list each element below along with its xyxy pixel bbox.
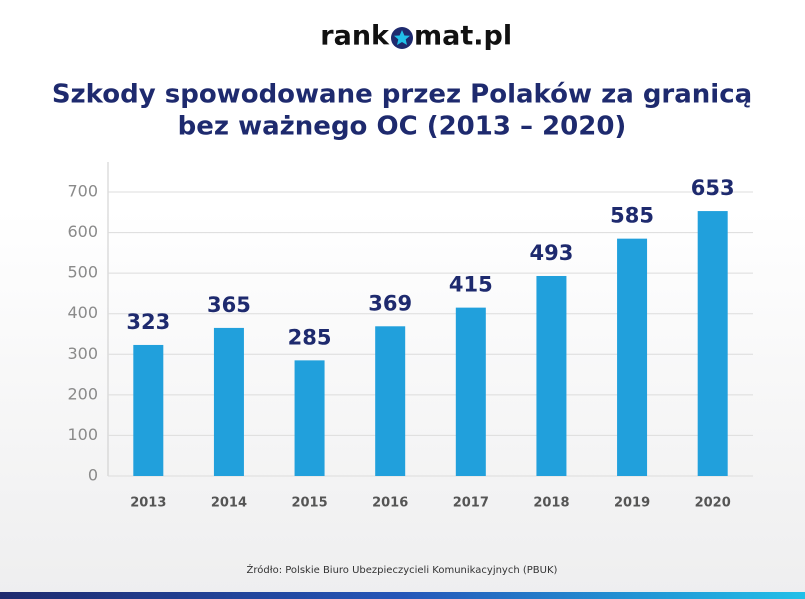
y-tick-label: 600 bbox=[67, 222, 98, 241]
x-tick-label: 2016 bbox=[372, 496, 408, 511]
value-label: 415 bbox=[449, 273, 493, 297]
y-tick-label: 300 bbox=[67, 344, 98, 363]
value-label: 323 bbox=[126, 310, 170, 334]
bar bbox=[536, 275, 567, 476]
x-tick-label: 2018 bbox=[533, 496, 569, 511]
x-tick-label: 2015 bbox=[291, 496, 327, 511]
bar bbox=[133, 344, 164, 476]
y-tick-label: 700 bbox=[67, 182, 98, 201]
chart-subtitle: bez ważnego OC (2013 – 2020) bbox=[178, 112, 627, 142]
bottom-stripe bbox=[0, 592, 805, 599]
bar bbox=[375, 326, 406, 476]
bar bbox=[455, 307, 486, 476]
y-tick-label: 100 bbox=[67, 425, 98, 444]
y-tick-label: 200 bbox=[67, 384, 98, 403]
bar bbox=[697, 211, 728, 476]
logo-left: rank bbox=[320, 21, 390, 52]
chart-title: Szkody spowodowane przez Polaków za gran… bbox=[52, 80, 752, 110]
bar bbox=[294, 360, 325, 476]
x-tick-label: 2013 bbox=[130, 496, 166, 511]
value-label: 285 bbox=[288, 325, 332, 349]
value-label: 369 bbox=[368, 291, 412, 315]
bar bbox=[213, 327, 244, 476]
value-label: 585 bbox=[610, 204, 654, 228]
value-label: 653 bbox=[691, 176, 735, 200]
x-tick-label: 2020 bbox=[695, 496, 731, 511]
logo-star bbox=[391, 27, 413, 49]
y-tick-label: 0 bbox=[88, 466, 98, 485]
x-tick-label: 2017 bbox=[453, 496, 489, 511]
value-label: 493 bbox=[530, 241, 574, 265]
bar bbox=[617, 238, 648, 476]
logo-right: mat.pl bbox=[414, 21, 512, 52]
value-label: 365 bbox=[207, 293, 251, 317]
source: Źródło: Polskie Biuro Ubezpieczycieli Ko… bbox=[247, 563, 558, 576]
y-tick-label: 500 bbox=[67, 263, 98, 282]
y-tick-label: 400 bbox=[67, 303, 98, 322]
x-tick-label: 2014 bbox=[211, 496, 247, 511]
x-tick-label: 2019 bbox=[614, 496, 650, 511]
